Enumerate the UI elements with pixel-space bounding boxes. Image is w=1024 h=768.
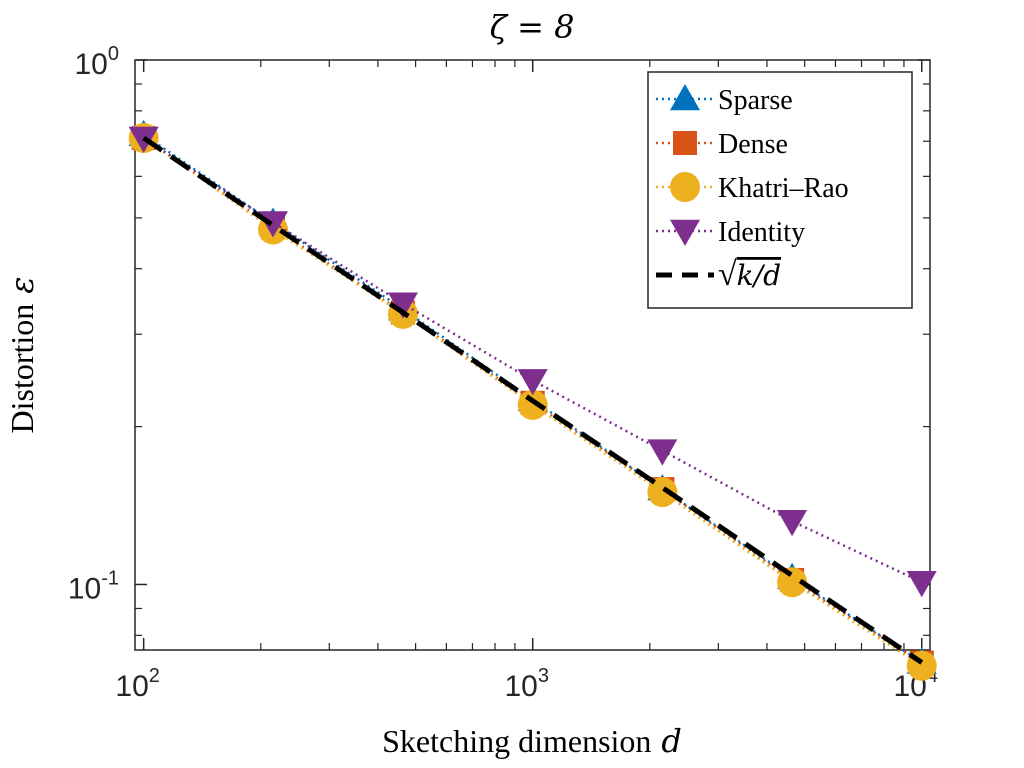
data-point: [906, 570, 937, 598]
chart-title: ζ = 8: [490, 8, 575, 46]
legend-item: Khatri–Rao: [656, 172, 849, 204]
legend-item: Identity: [656, 217, 805, 248]
legend-marker: [670, 219, 700, 246]
series-layer: [128, 119, 937, 681]
legend-entries: Sparse Dense Khatri–Rao Identity √k/d: [656, 84, 849, 293]
legend-marker: [670, 172, 700, 202]
legend-label: Dense: [718, 129, 788, 160]
data-point: [387, 292, 418, 319]
legend-marker: [670, 84, 700, 111]
legend: Sparse Dense Khatri–Rao Identity √k/d: [647, 71, 913, 309]
legend-label: Khatri–Rao: [718, 173, 849, 204]
legend-item: √k/d: [656, 256, 781, 293]
y-tick-label: 100: [75, 43, 120, 81]
data-point: [517, 389, 548, 420]
data-point: [647, 439, 678, 466]
x-tick-label: 103: [504, 665, 549, 703]
y-axis-label: Distortionε: [3, 277, 41, 434]
legend-marker: [673, 131, 697, 155]
x-tick-label: 102: [115, 665, 160, 703]
data-point: [647, 477, 678, 508]
data-point: [777, 509, 808, 537]
series-line: [142, 135, 924, 665]
legend-label: Identity: [718, 217, 805, 248]
legend-item: Sparse: [656, 84, 793, 116]
data-point: [517, 369, 548, 396]
legend-item: Dense: [656, 129, 788, 160]
legend-label: √k/d: [718, 256, 781, 293]
series-k-d: [142, 135, 924, 665]
x-axis-label: Sketching dimension d: [382, 722, 682, 760]
data-point: [777, 567, 808, 598]
legend-label: Sparse: [718, 85, 793, 116]
y-tick-label: 10-1: [68, 567, 119, 605]
